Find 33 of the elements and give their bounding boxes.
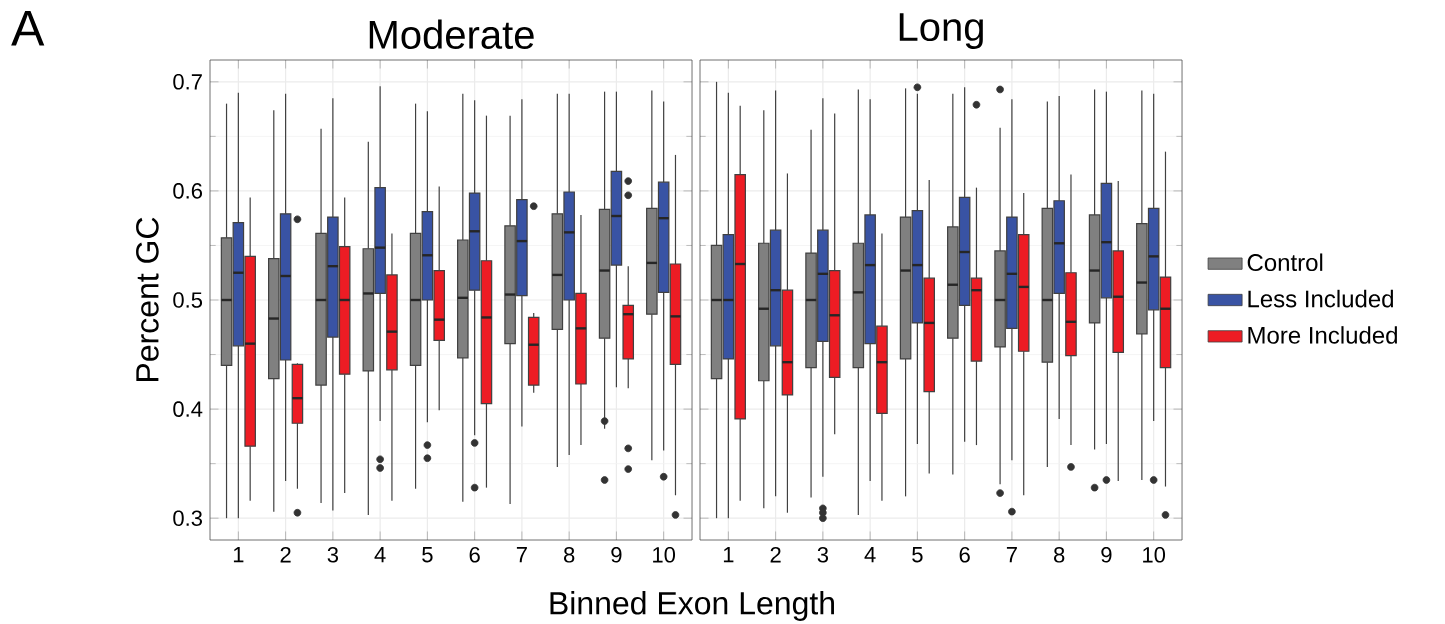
x-tick-label: 1 (233, 547, 244, 563)
legend-label: Less Included (1248, 289, 1394, 308)
y-tick-label: 0.7 (173, 74, 202, 90)
x-tick-label: 8 (1054, 547, 1065, 563)
x-tick-label: 2 (770, 547, 781, 563)
x-tick-label: 7 (1006, 547, 1017, 563)
y-tick-label: 0.3 (173, 510, 203, 526)
text: A (11, 11, 45, 46)
x-tick-label: 6 (469, 547, 480, 563)
chart-title: Moderate (369, 19, 534, 50)
x-tick-label: 4 (864, 547, 876, 563)
y-axis-title: Percent GC (136, 217, 159, 381)
x-tick-label: 10 (653, 547, 676, 563)
legend-label: More Included (1248, 326, 1397, 344)
chart-title: Long (899, 13, 983, 50)
y-tick-label: 0.4 (173, 401, 203, 417)
x-tick-label: 1 (723, 547, 734, 563)
x-tick-label: 7 (516, 547, 527, 563)
x-tick-label: 2 (280, 547, 291, 563)
x-tick-label: 10 (1143, 547, 1166, 563)
x-tick-label: 5 (422, 547, 433, 563)
x-tick-label: 9 (1101, 547, 1112, 563)
x-tick-label: 6 (959, 547, 970, 563)
x-tick-label: 5 (912, 547, 923, 563)
x-tick-label: 3 (817, 547, 829, 563)
y-tick-label: 0.6 (173, 183, 203, 199)
x-axis-title: Binned Exon Length (550, 591, 834, 621)
legend-label: Control (1247, 253, 1323, 272)
y-tick-label: 0.5 (173, 292, 203, 308)
x-tick-label: 9 (611, 547, 622, 563)
x-tick-label: 3 (327, 547, 339, 563)
x-tick-label: 8 (564, 547, 575, 563)
x-tick-label: 4 (374, 547, 386, 563)
